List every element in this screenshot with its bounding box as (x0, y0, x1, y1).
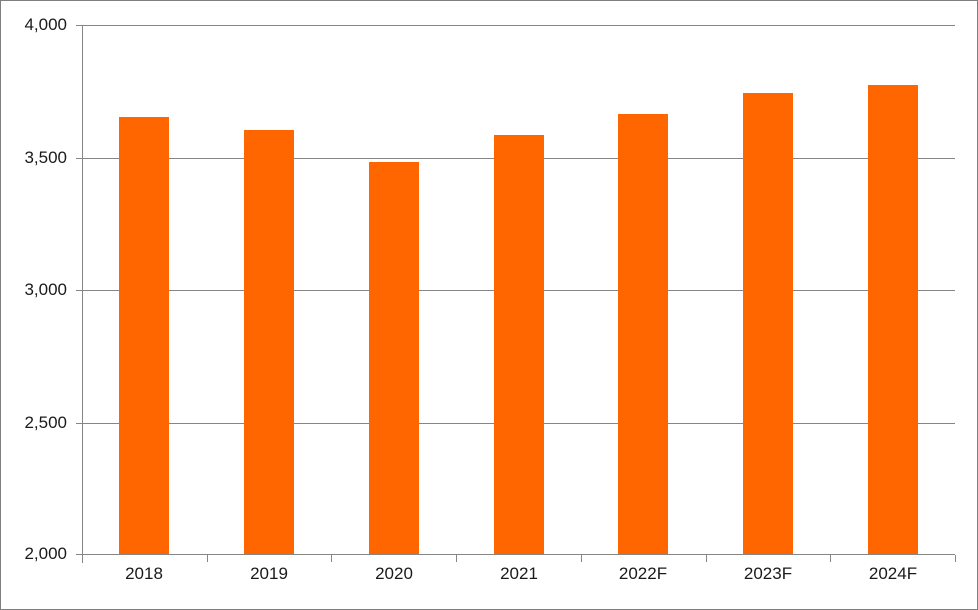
x-axis-label: 2021 (500, 564, 538, 583)
x-axis-tick (207, 555, 208, 562)
x-axis-tick (706, 555, 707, 562)
x-axis-tick (456, 555, 457, 562)
x-axis-label: 2018 (125, 564, 163, 583)
y-axis-line (82, 25, 83, 563)
bar-2019 (244, 130, 294, 554)
y-axis-label: 2,000 (24, 544, 67, 563)
x-axis-label: 2020 (375, 564, 413, 583)
bar-2024F (868, 84, 918, 554)
y-axis-tick (76, 290, 82, 291)
y-axis-label: 3,000 (24, 280, 67, 299)
x-axis-tick (331, 555, 332, 562)
y-axis-label: 3,500 (24, 148, 67, 167)
x-axis-label: 2023F (743, 564, 793, 583)
x-axis-label: 2022F (618, 564, 668, 583)
plot-area (82, 25, 955, 555)
y-axis-tick (76, 158, 82, 159)
x-axis-label: 2019 (250, 564, 288, 583)
bar-2021 (494, 135, 544, 554)
x-axis-tick (830, 555, 831, 562)
gridline (82, 554, 955, 555)
bar-2022F (618, 114, 668, 554)
y-axis-label: 2,500 (24, 413, 67, 432)
x-axis-tick (955, 555, 956, 562)
y-axis-tick (76, 25, 82, 26)
y-axis-label: 4,000 (24, 15, 67, 34)
bar-2023F (743, 92, 793, 554)
gridline (82, 25, 955, 26)
bar-2018 (119, 116, 169, 554)
x-axis-tick (581, 555, 582, 562)
bar-2020 (369, 161, 419, 554)
y-axis-tick (76, 554, 82, 555)
x-axis-label: 2024F (868, 564, 918, 583)
x-axis-tick (82, 555, 83, 562)
y-axis-tick (76, 423, 82, 424)
